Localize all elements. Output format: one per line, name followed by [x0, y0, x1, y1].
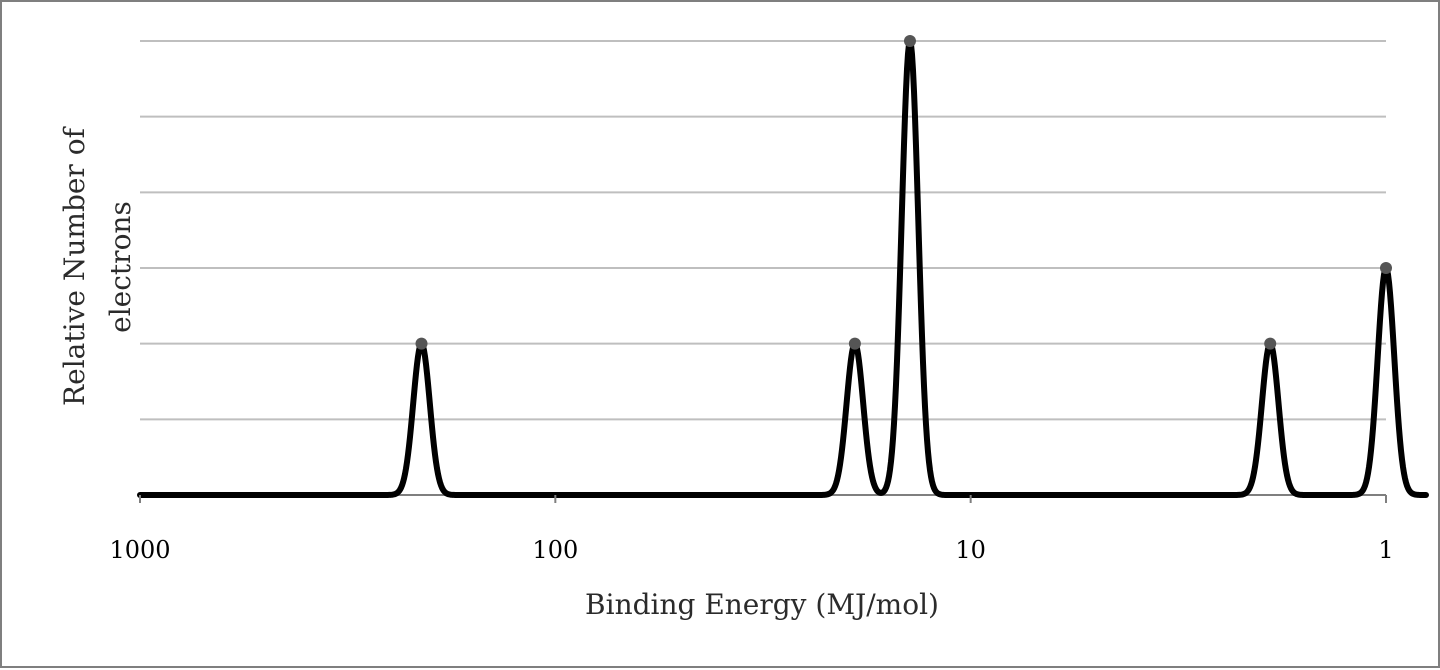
peak-point-3	[903, 35, 916, 47]
x-tick-label: 10	[955, 536, 986, 564]
x-tick-label: 100	[532, 536, 578, 564]
x-tick-label: 1	[1378, 536, 1393, 564]
spectrum-series	[137, 35, 1429, 498]
y-axis-title: Relative Number of electrons	[58, 125, 137, 406]
y-axis-title-line-2: electrons	[104, 201, 137, 333]
peak-point-5	[1380, 262, 1392, 274]
gridlines	[140, 40, 1386, 496]
y-axis-title-line-1: Relative Number of	[58, 125, 91, 406]
peak-point-4	[1264, 337, 1277, 350]
x-axis-title: Binding Energy (MJ/mol)	[585, 588, 939, 621]
peak-point-2	[848, 337, 861, 350]
x-axis-ticks: 1000 100 10 1	[109, 495, 1394, 564]
x-tick-label: 1000	[109, 536, 170, 564]
peak-point-1	[415, 337, 428, 350]
spectrum-line	[137, 38, 1429, 498]
